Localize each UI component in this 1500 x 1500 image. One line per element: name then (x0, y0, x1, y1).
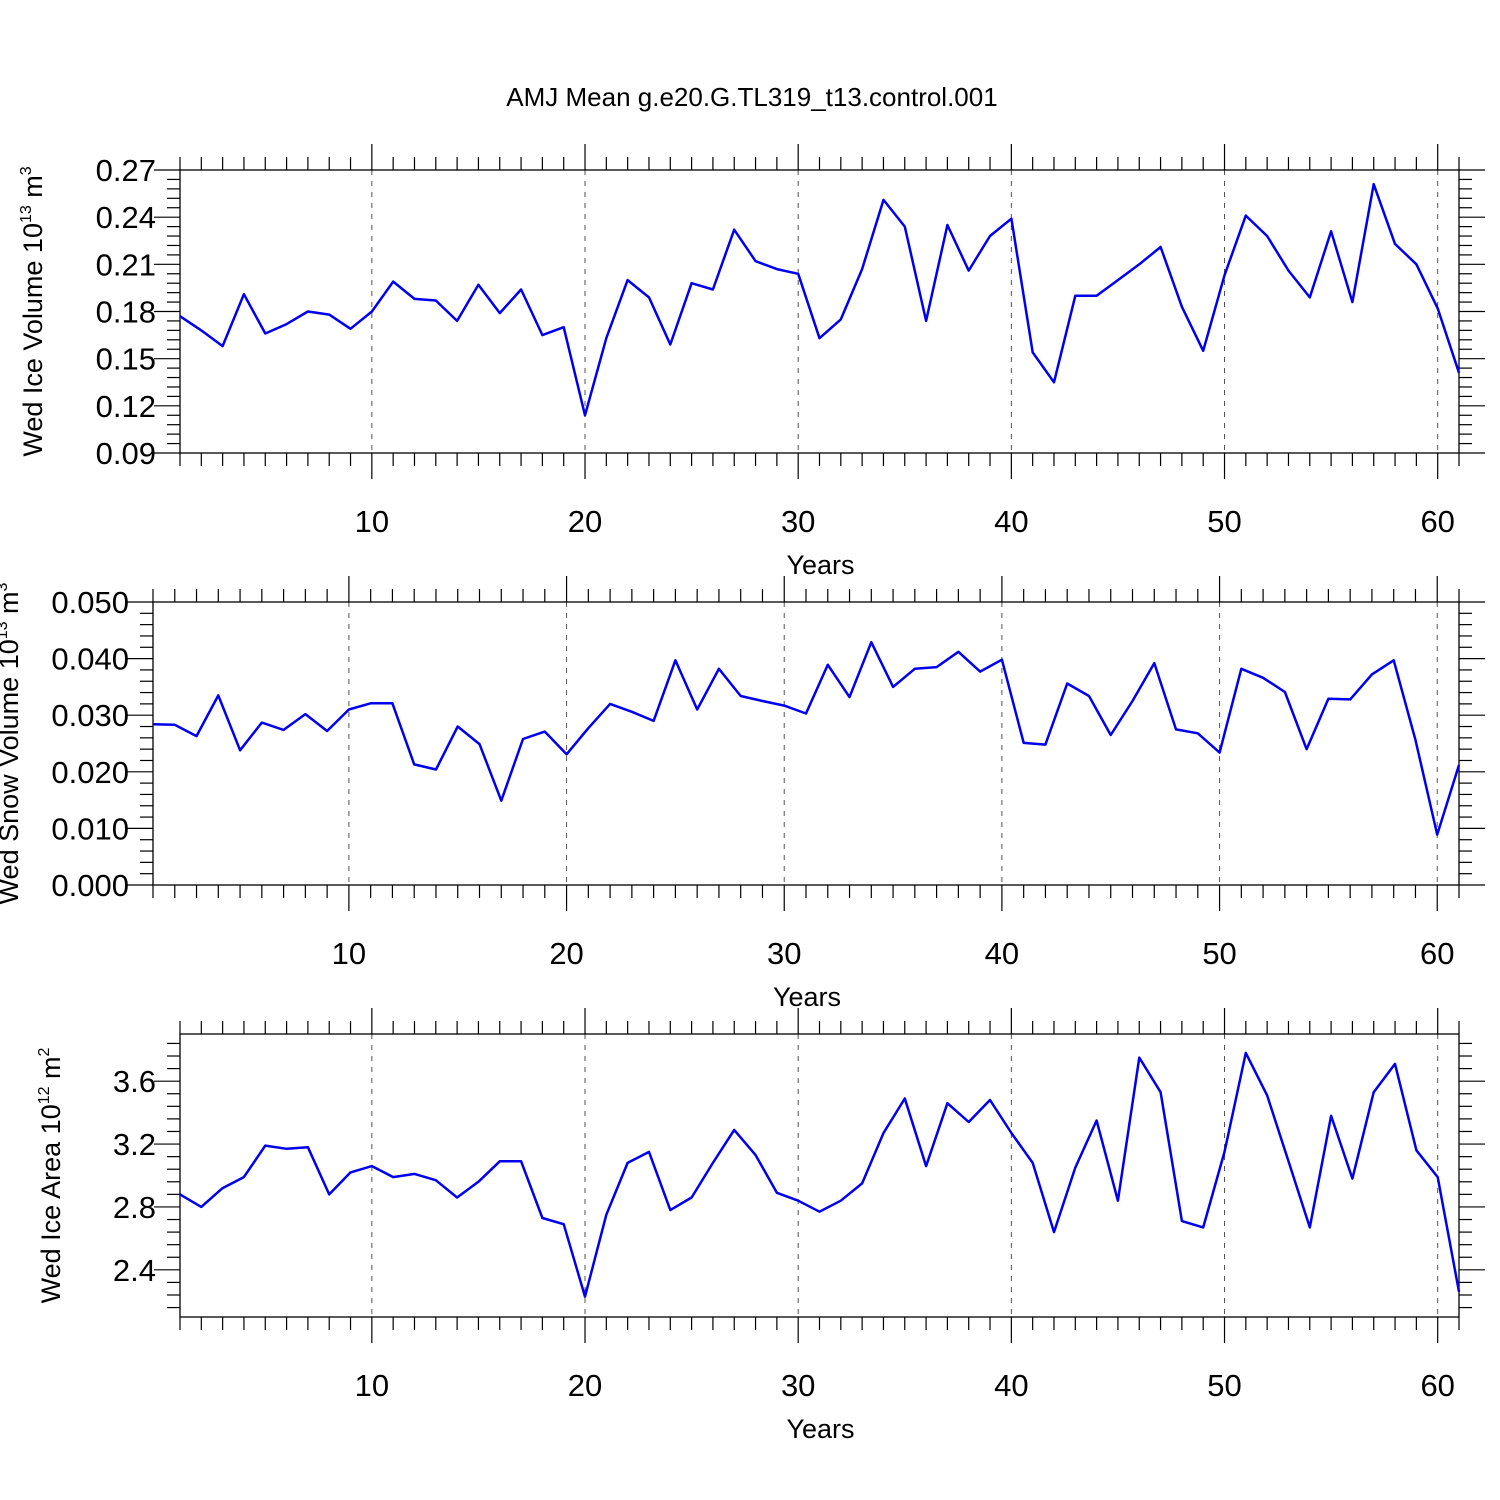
y-tick-label: 0.050 (51, 585, 129, 620)
y-tick-label: 0.040 (51, 642, 129, 677)
x-axis-label: Years (786, 1414, 854, 1444)
x-tick-label: 10 (355, 1368, 389, 1403)
y-tick-label: 2.8 (113, 1190, 156, 1225)
y-tick-label: 0.21 (96, 247, 156, 282)
y-tick-label: 3.2 (113, 1127, 156, 1162)
y-tick-label: 0.27 (96, 153, 156, 188)
x-tick-label: 40 (985, 936, 1019, 971)
y-tick-label: 3.6 (113, 1064, 156, 1099)
y-axis-label-unit: m (18, 175, 48, 205)
x-tick-label: 60 (1420, 1368, 1454, 1403)
y-tick-label: 0.15 (96, 342, 156, 377)
x-tick-label: 50 (1202, 936, 1236, 971)
x-tick-label: 40 (994, 504, 1028, 539)
x-tick-label: 40 (994, 1368, 1028, 1403)
y-tick-label: 0.010 (51, 811, 129, 846)
y-axis-label-text: Wed Snow Volume 10 (0, 639, 24, 904)
y-tick-label: 2.4 (113, 1253, 156, 1288)
x-tick-label: 20 (549, 936, 583, 971)
y-axis-label-unit: m (0, 591, 24, 621)
y-tick-label: 0.000 (51, 868, 129, 903)
chart-panel-3: 2.4 2.8 3.2 3.6 10 20 30 40 50 60 Years Wed Ice Are… (36, 1008, 1485, 1444)
y-axis-label-exponent: 13 (0, 621, 11, 639)
x-tick-label: 50 (1207, 1368, 1241, 1403)
y-tick-label: 0.09 (96, 436, 156, 471)
x-tick-label: 60 (1420, 504, 1454, 539)
y-axis-label-exponent: 12 (36, 1086, 53, 1104)
x-tick-label: 10 (332, 936, 366, 971)
data-points (179, 1052, 1460, 1297)
y-tick-label: 0.12 (96, 389, 156, 424)
x-axis-label: Years (773, 982, 841, 1012)
plot-frame (179, 1033, 1460, 1318)
data-points (152, 642, 1460, 835)
y-axis-label-exponent: 13 (18, 205, 35, 223)
y-axis-label-unit-exponent: 2 (36, 1047, 53, 1056)
chart-panel-1: 0.09 0.12 0.15 0.18 0.21 0.24 0.27 10 20 30 40 50 60… (18, 144, 1485, 580)
x-tick-label: 10 (355, 504, 389, 539)
data-points (179, 184, 1460, 416)
y-tick-label: 0.24 (96, 200, 156, 235)
y-axis-label-text: Wed Ice Volume 10 (18, 223, 48, 457)
x-tick-label: 60 (1420, 936, 1454, 971)
x-tick-label: 30 (781, 1368, 815, 1403)
y-tick-label: 0.020 (51, 755, 129, 790)
plot-frame (152, 601, 1460, 886)
x-axis-label: Years (786, 550, 854, 580)
y-tick-label: 0.030 (51, 698, 129, 733)
x-tick-label: 50 (1207, 504, 1241, 539)
y-axis-label-unit-exponent: 3 (18, 166, 35, 175)
figure-title: AMJ Mean g.e20.G.TL319_t13.control.001 (506, 82, 997, 112)
y-axis-label: Wed Ice Area 1012 m2 (36, 1047, 66, 1303)
y-axis-label: Wed Snow Volume 1013 m3 (0, 582, 24, 904)
y-tick-label: 0.18 (96, 295, 156, 330)
y-axis-label-unit: m (36, 1056, 66, 1086)
x-tick-label: 20 (568, 1368, 602, 1403)
chart-panel-2: 0.000 0.010 0.020 0.030 0.040 0.050 10 20 30 40 50… (0, 576, 1485, 1012)
y-axis-label-text: Wed Ice Area 10 (36, 1104, 66, 1303)
y-axis-label-unit-exponent: 3 (0, 582, 11, 591)
y-axis-label: Wed Ice Volume 1013 m3 (18, 166, 48, 456)
x-tick-label: 30 (767, 936, 801, 971)
x-tick-label: 20 (568, 504, 602, 539)
panels: 0.09 0.12 0.15 0.18 0.21 0.24 0.27 10 20 30 40 50 60… (0, 144, 1485, 1444)
x-tick-label: 30 (781, 504, 815, 539)
